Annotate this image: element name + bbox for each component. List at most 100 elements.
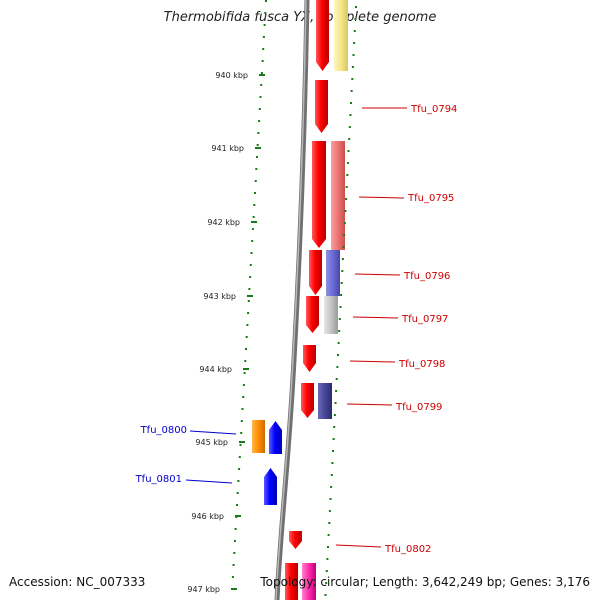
tick-dot [239, 444, 242, 446]
gene-label-tfu_0802[interactable]: Tfu_0802 [384, 544, 431, 555]
gene-block-0794[interactable] [315, 80, 328, 133]
tick-dot [247, 312, 250, 314]
map-title: Thermobifida fusca YX, complete genome [163, 10, 437, 25]
tick-dot [251, 240, 254, 242]
tick-dot [324, 594, 327, 596]
gene-block-0798[interactable] [303, 345, 316, 372]
tick-dot [340, 282, 343, 284]
tick-dot [344, 210, 347, 212]
tick-dot [245, 348, 247, 350]
tick-dot [347, 150, 350, 152]
accession-text: Accession: NC_007333 [9, 575, 146, 589]
gene-label-tfu_0797[interactable]: Tfu_0797 [401, 314, 448, 325]
tick-dot [335, 378, 338, 380]
tick-dot [253, 204, 256, 206]
tick-dot [346, 174, 349, 176]
gene-label-tfu_0799[interactable]: Tfu_0799 [395, 402, 442, 413]
tick-dot [255, 168, 258, 170]
gene-block-0803-product[interactable] [302, 563, 316, 600]
tick-dot [333, 414, 336, 416]
tick-dot [354, 18, 357, 20]
kbp-tick-label: 943 kbp [203, 292, 236, 301]
tick-dot [341, 270, 344, 272]
gene-block-0803[interactable] [285, 563, 298, 600]
gene-label-tfu_0798[interactable]: Tfu_0798 [398, 359, 445, 370]
tick-dot [355, 6, 357, 8]
kbp-tick-mark [231, 588, 237, 590]
tick-dot [345, 186, 348, 188]
tick-dot [350, 102, 352, 104]
tick-dot [328, 510, 331, 512]
tick-dot [325, 582, 328, 584]
tick-dot [233, 552, 236, 554]
tick-dot [247, 300, 250, 302]
tick-dot [231, 576, 234, 578]
genome-backbone [274, 0, 310, 600]
tick-dot [330, 474, 333, 476]
gene-block-0793-product[interactable] [334, 0, 348, 71]
kbp-tick-label: 945 kbp [195, 438, 228, 447]
gene-block-0797[interactable] [306, 296, 319, 333]
gene-block-0795[interactable] [312, 141, 326, 248]
tick-dot [339, 306, 342, 308]
kbp-tick-label: 944 kbp [199, 365, 232, 374]
gene-block-0799-product[interactable] [318, 383, 332, 419]
tick-dot [261, 60, 264, 62]
gene-block-0801[interactable] [264, 468, 277, 505]
kbp-tick-mark [239, 441, 245, 443]
tick-dot [246, 324, 249, 326]
gene-block-0800-product[interactable] [252, 420, 265, 453]
tick-dot [329, 498, 332, 500]
tick-dot [343, 234, 346, 236]
tick-dot [243, 372, 246, 374]
gene-block-0795-product[interactable] [331, 141, 345, 250]
tick-dot [332, 438, 335, 440]
tick-dots [231, 0, 357, 596]
tick-dot [342, 246, 345, 248]
tick-dot [232, 564, 235, 566]
tick-dot [238, 468, 241, 470]
tick-dot [233, 540, 236, 542]
gene-block-0793[interactable] [316, 0, 329, 71]
tick-dot [260, 72, 263, 74]
tick-dot [333, 426, 336, 428]
gene-label-tfu_0801[interactable]: Tfu_0801 [135, 474, 182, 485]
kbp-tick-label: 941 kbp [211, 144, 244, 153]
gene-label-tfu_0800[interactable]: Tfu_0800 [140, 425, 187, 436]
tick-dot [348, 126, 351, 128]
tick-dot [340, 294, 343, 296]
tick-dot [331, 462, 334, 464]
tick-dot [345, 198, 348, 200]
tick-dot [244, 360, 247, 362]
gene-label-tfu_0796[interactable]: Tfu_0796 [403, 271, 450, 282]
kbp-tick-mark [243, 368, 249, 370]
tick-dot [256, 144, 259, 146]
tick-dot [242, 396, 245, 398]
tick-dot [254, 192, 256, 194]
tick-dot [249, 264, 252, 266]
tick-dot [250, 252, 253, 254]
tick-dot [257, 132, 260, 134]
gene-block-0800[interactable] [269, 421, 282, 454]
tick-dot [234, 528, 237, 530]
gene-labels: Tfu_0794 Tfu_0795 Tfu_0796 Tfu_0797 Tfu_0798… [135, 104, 458, 555]
kbp-tick-mark [251, 221, 257, 223]
gene-label-tfu_0795[interactable]: Tfu_0795 [407, 193, 454, 204]
gene-block-0802[interactable] [289, 531, 302, 549]
gene-leader-line [185, 479, 233, 484]
gene-label-tfu_0794[interactable]: Tfu_0794 [410, 104, 457, 115]
gene-block-0796-product[interactable] [326, 250, 340, 296]
tick-dot [351, 66, 354, 68]
gene-block-0799[interactable] [301, 383, 314, 418]
tick-dot [327, 534, 330, 536]
tick-dot [337, 342, 340, 344]
tick-dot [264, 12, 267, 14]
kbp-tick-label: 947 kbp [187, 585, 220, 594]
gene-block-0797-product[interactable] [324, 296, 338, 334]
tick-dot [328, 522, 331, 524]
tick-dot [242, 384, 245, 386]
tick-dot [338, 330, 341, 332]
gene-block-0796[interactable] [309, 250, 322, 295]
kbp-tick-mark [235, 515, 241, 517]
